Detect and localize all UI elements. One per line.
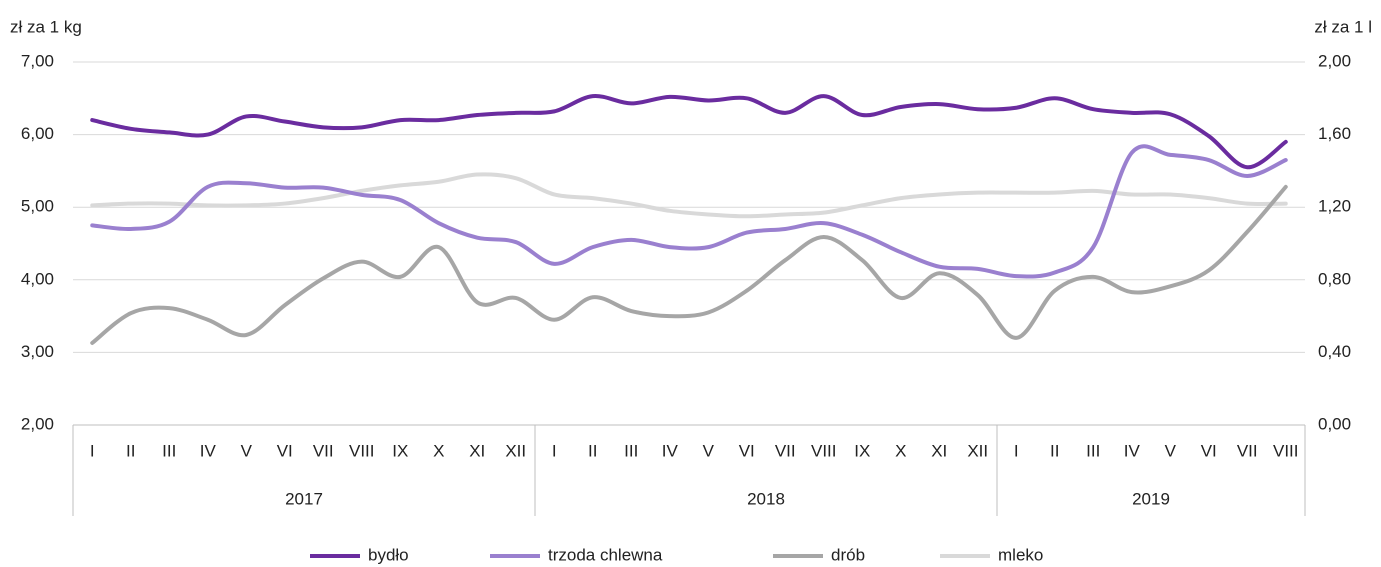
y2-tick-label: 0,80 <box>1318 269 1351 288</box>
y2-tick-label: 1,60 <box>1318 124 1351 143</box>
x-tick-label: IX <box>392 441 408 460</box>
x-tick-label: V <box>703 441 715 460</box>
x-tick-label: XI <box>469 441 485 460</box>
x-tick-label: VII <box>313 441 334 460</box>
x-tick-label: I <box>552 441 557 460</box>
y-tick-label: 6,00 <box>21 124 54 143</box>
x-tick-label: IV <box>200 441 217 460</box>
x-tick-label: VI <box>739 441 755 460</box>
x-tick-label: XII <box>505 441 526 460</box>
x-tick-label: II <box>1050 441 1059 460</box>
year-label: 2019 <box>1132 489 1170 508</box>
series-line <box>90 94 1288 170</box>
x-tick-label: VIII <box>811 441 837 460</box>
x-tick-label: IV <box>1124 441 1141 460</box>
x-tick-label: VII <box>1237 441 1258 460</box>
legend-label: mleko <box>998 545 1043 564</box>
legend-label: bydło <box>368 545 409 564</box>
series-line <box>90 144 1288 279</box>
x-tick-label: VI <box>1201 441 1217 460</box>
series-line <box>90 172 1288 219</box>
x-tick-label: III <box>624 441 638 460</box>
y-tick-label: 2,00 <box>21 414 54 433</box>
x-tick-label: IX <box>854 441 870 460</box>
x-tick-label: X <box>433 441 444 460</box>
x-tick-label: I <box>1014 441 1019 460</box>
x-tick-label: V <box>241 441 253 460</box>
x-tick-label: II <box>126 441 135 460</box>
y2-tick-label: 2,00 <box>1318 51 1351 70</box>
series-line <box>90 184 1288 345</box>
y-tick-label: 4,00 <box>21 269 54 288</box>
year-label: 2018 <box>747 489 785 508</box>
y2-axis-label: zł za 1 l <box>1314 17 1372 36</box>
y-tick-label: 7,00 <box>21 51 54 70</box>
x-tick-label: III <box>1086 441 1100 460</box>
x-tick-label: VIII <box>349 441 375 460</box>
legend-label: trzoda chlewna <box>548 545 663 564</box>
x-tick-label: IV <box>662 441 679 460</box>
x-tick-label: X <box>895 441 906 460</box>
x-tick-label: V <box>1165 441 1177 460</box>
legend-label: drób <box>831 545 865 564</box>
x-tick-label: XII <box>967 441 988 460</box>
y-tick-label: 5,00 <box>21 197 54 216</box>
x-tick-label: VI <box>277 441 293 460</box>
year-label: 2017 <box>285 489 323 508</box>
x-tick-label: VII <box>775 441 796 460</box>
x-tick-label: II <box>588 441 597 460</box>
y2-tick-label: 0,40 <box>1318 342 1351 361</box>
y2-tick-label: 0,00 <box>1318 414 1351 433</box>
x-tick-label: III <box>162 441 176 460</box>
x-tick-label: VIII <box>1273 441 1299 460</box>
y-tick-label: 3,00 <box>21 342 54 361</box>
y-axis-label: zł za 1 kg <box>10 17 82 36</box>
x-tick-label: I <box>90 441 95 460</box>
y2-tick-label: 1,20 <box>1318 197 1351 216</box>
x-tick-label: XI <box>931 441 947 460</box>
